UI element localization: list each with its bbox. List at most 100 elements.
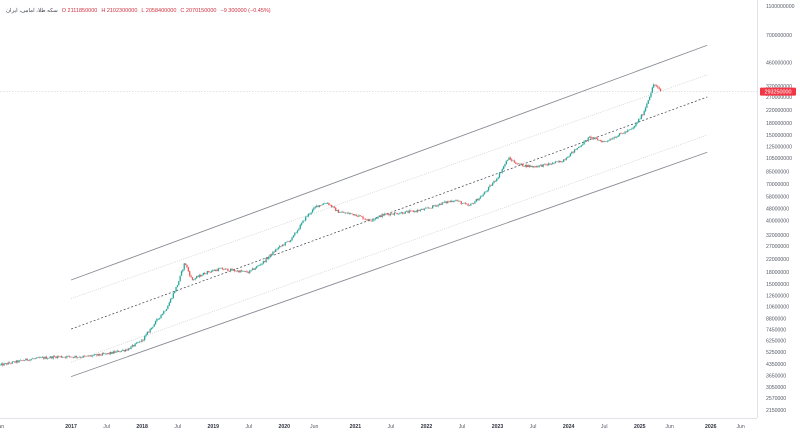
candle-body [594, 137, 596, 139]
candle-body [310, 212, 312, 214]
candle-body [247, 272, 250, 274]
candle-body [483, 192, 486, 195]
candle-body [22, 360, 24, 361]
candle-body [426, 207, 428, 209]
candle-body [329, 204, 331, 206]
candle-body [429, 207, 431, 209]
candle-body [631, 128, 633, 130]
y-tick-label: 4350000 [766, 362, 786, 368]
candle-body [70, 356, 72, 358]
candle-body [34, 358, 37, 359]
candle-body [197, 276, 199, 277]
candle-body [608, 140, 610, 142]
candle-body [48, 357, 50, 359]
candle-body [388, 214, 390, 216]
candle-body [96, 354, 98, 356]
channel-inner-lower-line[interactable] [70, 134, 708, 363]
candle-body [403, 213, 405, 215]
candle-body [320, 205, 322, 206]
candle-body [356, 216, 359, 217]
candle-body [501, 169, 503, 173]
candle-body [111, 351, 113, 354]
channel-upper-line[interactable] [70, 44, 708, 281]
channel-median-line[interactable] [70, 96, 708, 330]
candle-body [461, 203, 464, 204]
channel-inner-upper-line[interactable] [70, 74, 708, 299]
candle-body [209, 272, 211, 273]
candle-body [583, 141, 585, 145]
candle-body [328, 202, 330, 205]
legend: سکه طلا، امامی، ایران O 2111850000 H 210… [6, 5, 271, 17]
candle-body [163, 311, 165, 314]
candle-body [612, 138, 614, 140]
candle-body [79, 357, 82, 358]
candle-body [10, 363, 12, 364]
candle-body [470, 203, 472, 206]
candle-body [418, 210, 420, 211]
candle-body [505, 160, 507, 165]
candle-body [212, 270, 214, 272]
candle-body [175, 287, 177, 292]
candle-body [291, 237, 293, 241]
y-tick-label: 3650000 [766, 374, 786, 380]
candle-body [324, 203, 326, 204]
candle-body [55, 356, 57, 359]
channel-lower-line[interactable] [70, 151, 708, 378]
candle-body [29, 359, 31, 361]
candle-body [270, 254, 273, 256]
candle-body [486, 190, 488, 192]
candle-body [15, 360, 18, 363]
x-tick-label: Jun [665, 424, 673, 430]
candle-body [94, 354, 97, 355]
candle-body [14, 361, 16, 363]
x-tick-label: 2022 [421, 424, 433, 430]
candle-body [361, 216, 363, 217]
candle-body [144, 336, 146, 341]
candle-body [165, 309, 168, 311]
candle-body [228, 271, 230, 272]
candle-body [119, 351, 121, 353]
candle-body [421, 208, 423, 210]
y-tick-label: 8800000 [766, 317, 786, 323]
candle-body [113, 351, 116, 353]
candle-body [182, 269, 184, 272]
candle-body [317, 205, 319, 207]
candle-body [0, 364, 1, 366]
candle-body [538, 165, 540, 167]
candle-body [93, 354, 95, 356]
candle-body [53, 356, 56, 357]
candle-body [78, 357, 80, 358]
candle-body [2, 363, 4, 366]
regression-channel[interactable] [70, 44, 708, 378]
candle-body [546, 164, 548, 166]
legend-change: −9 300000 (−0.45%) [220, 8, 271, 14]
last-price-label: 293250000 [760, 87, 796, 96]
candle-body [479, 196, 482, 199]
candle-body [137, 342, 139, 344]
candle-body [326, 202, 329, 204]
candle-body [172, 293, 174, 298]
candles [0, 83, 662, 367]
candle-body [7, 362, 9, 365]
candle-body [498, 173, 501, 178]
candle-body [154, 320, 157, 325]
candle-body [377, 216, 379, 219]
candle-body [391, 213, 393, 215]
candle-body [567, 157, 569, 159]
candle-body [557, 161, 559, 163]
candle-body [23, 360, 26, 361]
candle-body [633, 126, 636, 128]
candle-body [44, 356, 46, 359]
candle-body [497, 177, 499, 179]
candle-body [522, 163, 524, 167]
candle-body [456, 200, 458, 201]
candle-body [653, 84, 655, 88]
candle-body [223, 269, 225, 270]
candle-body [40, 357, 42, 358]
candle-body [38, 357, 41, 358]
candle-body [430, 207, 432, 209]
candle-body [86, 355, 88, 357]
candle-body [264, 261, 266, 262]
candle-body [601, 140, 603, 143]
